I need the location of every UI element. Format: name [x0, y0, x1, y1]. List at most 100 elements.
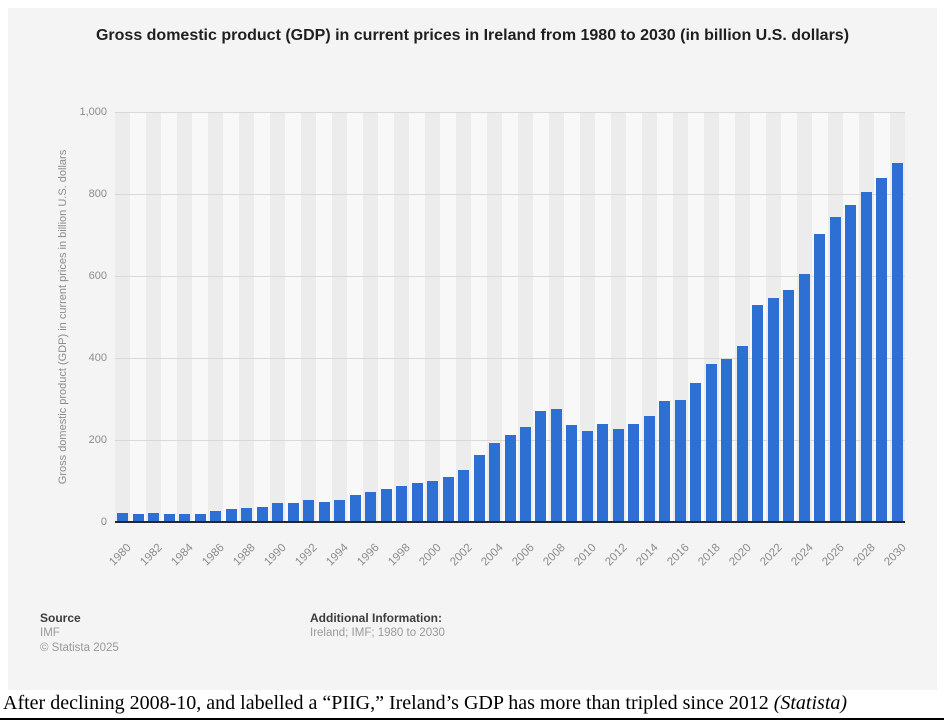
bar-1984[interactable] — [179, 514, 191, 522]
x-tick-label-2026: 2026 — [819, 541, 847, 569]
bar-2009[interactable] — [566, 425, 578, 522]
plot-band — [238, 112, 255, 522]
x-tick-label-1988: 1988 — [231, 541, 258, 569]
x-tick-label-1982: 1982 — [138, 541, 165, 569]
chart-card: Gross domestic product (GDP) in current … — [8, 8, 937, 690]
bar-2023[interactable] — [783, 290, 795, 522]
bar-1994[interactable] — [334, 499, 346, 522]
bar-2014[interactable] — [643, 415, 655, 522]
bar-2030[interactable] — [891, 163, 903, 522]
bar-2020[interactable] — [736, 346, 748, 522]
source-value[interactable]: IMF — [40, 627, 60, 639]
bar-1991[interactable] — [287, 502, 299, 522]
plot-band — [471, 112, 487, 522]
bar-2022[interactable] — [767, 298, 779, 522]
bar-2006[interactable] — [519, 426, 531, 522]
plot-band — [145, 112, 162, 522]
bar-2007[interactable] — [535, 411, 547, 522]
bar-2028[interactable] — [860, 191, 872, 522]
source-block: Source IMF © Statista 2025 — [40, 610, 119, 656]
bar-2005[interactable] — [504, 435, 516, 522]
bar-2026[interactable] — [829, 216, 841, 522]
x-tick-label-2022: 2022 — [758, 541, 785, 569]
x-tick-label-1990: 1990 — [262, 541, 289, 569]
gridline-800 — [115, 194, 905, 195]
bar-2013[interactable] — [628, 423, 640, 522]
bar-1990[interactable] — [272, 502, 284, 522]
bar-2015[interactable] — [659, 401, 671, 522]
bar-2010[interactable] — [581, 431, 593, 522]
bar-1982[interactable] — [148, 513, 160, 522]
plot-band — [115, 112, 131, 522]
plot-band — [424, 112, 441, 522]
bar-2008[interactable] — [550, 409, 562, 522]
bar-2027[interactable] — [845, 204, 857, 522]
plot-band — [176, 112, 193, 522]
y-tick-label-800: 800 — [88, 188, 107, 200]
x-tick-label-2024: 2024 — [788, 541, 816, 569]
bar-2011[interactable] — [597, 423, 609, 522]
x-tick-label-2006: 2006 — [510, 541, 537, 569]
bar-1986[interactable] — [210, 510, 222, 522]
x-tick-label-1994: 1994 — [324, 541, 351, 569]
bar-2024[interactable] — [798, 273, 810, 522]
bar-1998[interactable] — [396, 486, 408, 522]
bar-1987[interactable] — [225, 509, 237, 522]
plot-band — [579, 112, 596, 522]
x-tick-label-2002: 2002 — [448, 541, 475, 569]
gridline-600 — [115, 276, 905, 277]
bar-1997[interactable] — [380, 489, 392, 522]
x-tick-label-2020: 2020 — [727, 541, 754, 569]
x-tick-label-2016: 2016 — [665, 541, 692, 569]
bar-2016[interactable] — [674, 400, 686, 522]
bar-1985[interactable] — [194, 513, 206, 522]
x-tick-label-1980: 1980 — [107, 541, 134, 569]
plot-band — [285, 112, 301, 522]
caption: After declining 2008-10, and labelled a … — [0, 690, 944, 720]
bar-2018[interactable] — [705, 364, 717, 522]
additional-info-label: Additional Information: — [310, 611, 442, 625]
bar-2000[interactable] — [427, 481, 439, 522]
bar-2012[interactable] — [612, 429, 624, 522]
bar-1995[interactable] — [349, 494, 361, 522]
x-tick-label-2012: 2012 — [603, 541, 630, 569]
bar-2029[interactable] — [876, 178, 888, 522]
plot-band — [440, 112, 456, 522]
gridline-1000 — [115, 112, 905, 113]
x-axis-tick-labels: 1980 1982 1984 1986 1988 1990 1992 1994 1996 1998… — [107, 530, 908, 580]
bar-1992[interactable] — [303, 500, 315, 522]
plot-band — [595, 112, 611, 522]
bar-1983[interactable] — [163, 513, 175, 522]
bar-1996[interactable] — [365, 491, 377, 522]
bar-2017[interactable] — [690, 382, 702, 522]
plot-band — [362, 112, 379, 522]
plot-band — [455, 112, 472, 522]
bar-1980[interactable] — [117, 513, 129, 522]
bar-2019[interactable] — [721, 358, 733, 522]
additional-info-block: Additional Information: Ireland; IMF; 19… — [310, 610, 445, 641]
bar-1988[interactable] — [241, 507, 253, 522]
bar-1989[interactable] — [256, 507, 268, 522]
bar-2004[interactable] — [489, 442, 500, 522]
bar-2002[interactable] — [458, 469, 470, 522]
bar-2021[interactable] — [752, 305, 764, 522]
x-tick-label-2018: 2018 — [696, 541, 723, 569]
caption-source-link[interactable]: (Statista) — [773, 692, 848, 714]
x-tick-label-2028: 2028 — [850, 541, 878, 569]
x-axis-line — [115, 521, 905, 523]
plot-band — [486, 112, 503, 522]
bar-1999[interactable] — [411, 482, 423, 522]
plot-band — [130, 112, 146, 522]
y-tick-label-0: 0 — [100, 516, 107, 528]
bar-2001[interactable] — [442, 477, 454, 522]
x-tick-label-2014: 2014 — [634, 541, 661, 569]
bar-1993[interactable] — [318, 501, 330, 522]
bar-2003[interactable] — [473, 454, 485, 522]
plot-band — [610, 112, 627, 522]
bar-2025[interactable] — [814, 233, 826, 522]
chart-title: Gross domestic product (GDP) in current … — [95, 27, 850, 44]
bar-1981[interactable] — [132, 513, 144, 522]
plot-band — [378, 112, 394, 522]
x-tick-label-1992: 1992 — [293, 541, 320, 569]
plot-band — [331, 112, 348, 522]
